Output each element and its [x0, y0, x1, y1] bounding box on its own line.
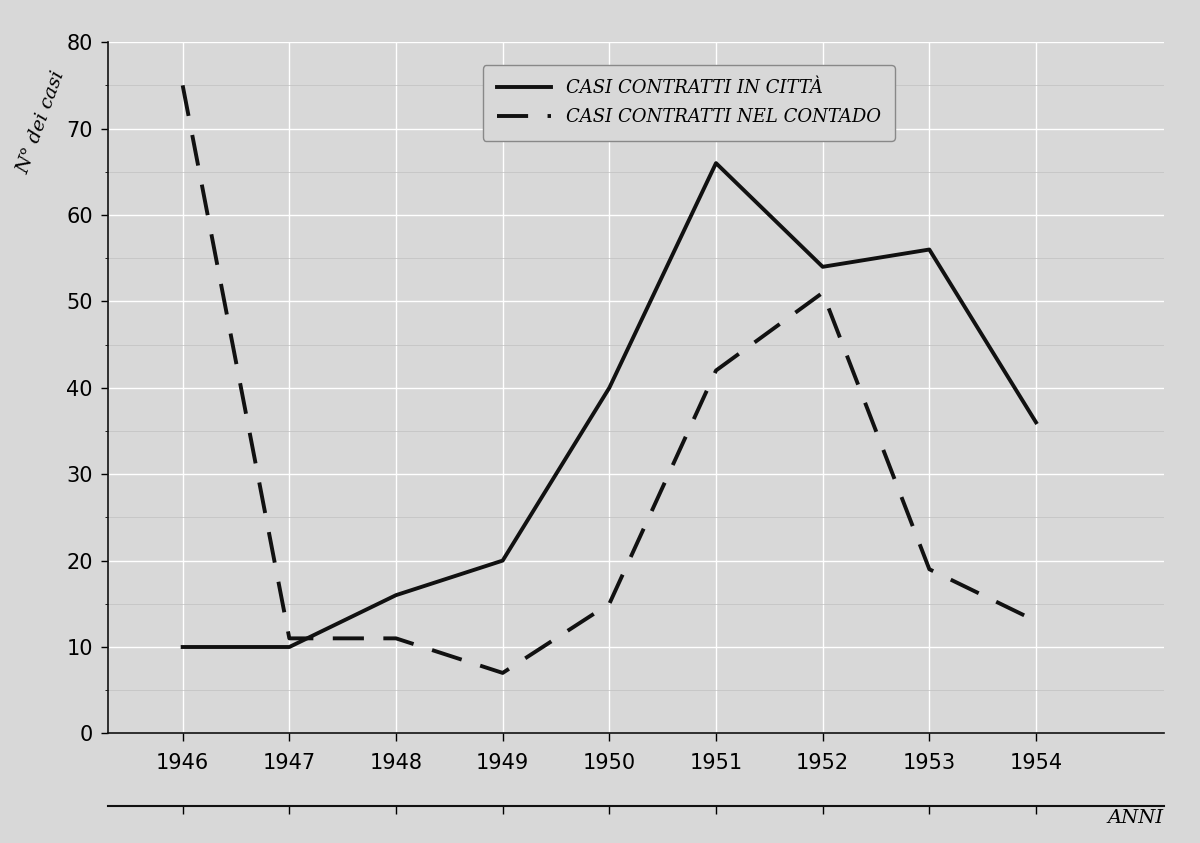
Y-axis label: N° dei casi: N° dei casi	[14, 68, 68, 176]
CASI CONTRATTI IN CITTÀ	[922, 244, 936, 255]
CASI CONTRATTI IN CITTÀ	[175, 642, 190, 652]
CASI CONTRATTI NEL CONTADO	[1028, 616, 1043, 626]
Line: CASI CONTRATTI NEL CONTADO: CASI CONTRATTI NEL CONTADO	[182, 85, 1036, 673]
CASI CONTRATTI NEL CONTADO	[922, 564, 936, 574]
CASI CONTRATTI NEL CONTADO	[282, 633, 296, 643]
CASI CONTRATTI IN CITTÀ	[602, 383, 617, 393]
CASI CONTRATTI NEL CONTADO	[602, 599, 617, 609]
CASI CONTRATTI NEL CONTADO	[389, 633, 403, 643]
Text: ANNI: ANNI	[1108, 809, 1164, 828]
CASI CONTRATTI NEL CONTADO	[496, 668, 510, 678]
Line: CASI CONTRATTI IN CITTÀ: CASI CONTRATTI IN CITTÀ	[182, 163, 1036, 647]
CASI CONTRATTI IN CITTÀ	[1028, 417, 1043, 427]
CASI CONTRATTI NEL CONTADO	[709, 366, 724, 376]
CASI CONTRATTI IN CITTÀ	[282, 642, 296, 652]
CASI CONTRATTI IN CITTÀ	[496, 556, 510, 566]
CASI CONTRATTI NEL CONTADO	[816, 287, 830, 298]
CASI CONTRATTI IN CITTÀ	[709, 158, 724, 168]
Legend: CASI CONTRATTI IN CITTÀ, CASI CONTRATTI NEL CONTADO: CASI CONTRATTI IN CITTÀ, CASI CONTRATTI …	[482, 65, 895, 141]
CASI CONTRATTI NEL CONTADO	[175, 80, 190, 90]
CASI CONTRATTI IN CITTÀ	[816, 261, 830, 271]
CASI CONTRATTI IN CITTÀ	[389, 590, 403, 600]
